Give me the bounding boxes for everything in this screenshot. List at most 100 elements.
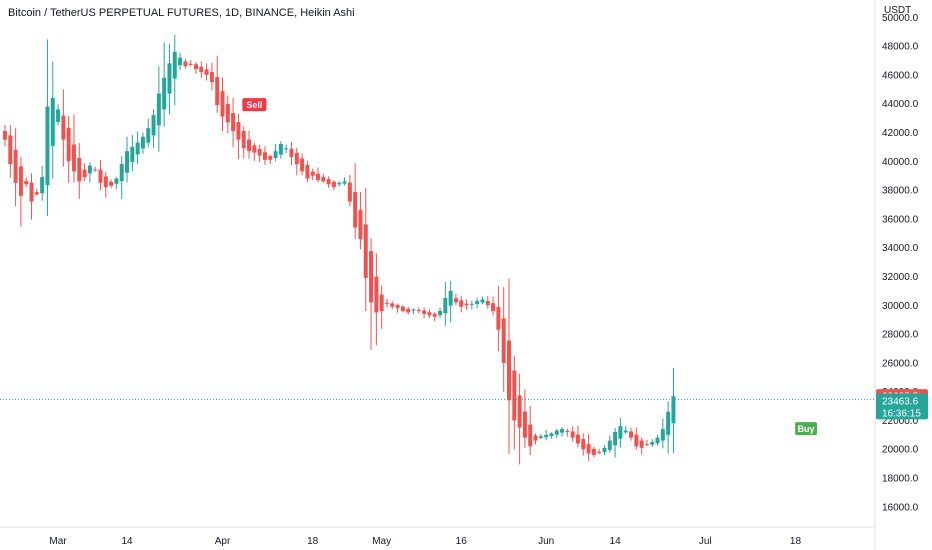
candle-body — [459, 300, 464, 307]
candle-body — [395, 305, 400, 309]
candle-body — [427, 312, 432, 316]
candle-body — [236, 122, 241, 140]
y-tick-label: 22000.0 — [882, 416, 919, 427]
candle-body — [644, 444, 649, 446]
candle-body — [400, 306, 405, 312]
signals: Sell Buy — [242, 98, 818, 436]
sell-signal-label: Sell — [246, 100, 262, 110]
candle-body — [305, 164, 310, 179]
candle-body — [528, 424, 533, 447]
candle-body — [225, 103, 230, 123]
candle-body — [406, 308, 411, 313]
candle-body — [188, 63, 193, 65]
candle-body — [517, 395, 522, 428]
candle-body — [34, 192, 39, 195]
current-price-label: 23463.6 — [882, 396, 919, 407]
x-tick-label: 14 — [121, 536, 133, 547]
candle-body — [602, 447, 607, 453]
candle-body — [501, 318, 506, 363]
candle-body — [50, 97, 55, 146]
candle-body — [432, 313, 437, 317]
candle-body — [294, 152, 299, 165]
candles — [3, 34, 676, 465]
x-tick-label: 14 — [610, 536, 622, 547]
candle-body — [183, 61, 188, 67]
x-tick-label: 18 — [790, 536, 802, 547]
candle-body — [71, 144, 76, 172]
y-tick-label: 46000.0 — [882, 70, 919, 81]
candle-body — [257, 149, 262, 156]
candle-body — [316, 173, 321, 180]
candle-body — [384, 302, 389, 304]
candle-body — [453, 298, 458, 303]
candle-body — [310, 171, 315, 176]
candle-body — [300, 158, 305, 172]
candle-body — [475, 300, 480, 305]
candle-body — [167, 63, 172, 94]
y-axis-unit-label: USDT — [884, 5, 911, 16]
candle-body — [77, 157, 82, 182]
candle-body — [618, 426, 623, 439]
candle-body — [199, 66, 204, 72]
y-tick-label: 28000.0 — [882, 330, 919, 341]
candle-body — [363, 224, 368, 278]
candle-body — [607, 440, 612, 450]
x-tick-label: Apr — [215, 536, 231, 547]
candle-body — [331, 181, 336, 188]
candle-body — [56, 109, 61, 122]
current-price-badge — [876, 393, 928, 420]
candle-body — [337, 182, 342, 185]
candle-body — [262, 152, 267, 160]
candle-body — [40, 177, 45, 194]
candle-body — [209, 72, 214, 83]
candle-body — [496, 307, 501, 330]
candle-body — [522, 411, 527, 438]
candle-body — [273, 151, 278, 158]
candle-body — [204, 69, 209, 75]
candle-body — [591, 448, 596, 456]
x-tick-label: Jun — [538, 536, 554, 547]
candle-body — [326, 179, 331, 185]
candle-body — [422, 310, 427, 314]
candle-body — [3, 131, 7, 140]
candle-body — [321, 176, 326, 182]
candle-body — [660, 429, 665, 441]
candle-body — [411, 309, 416, 311]
candle-body — [634, 434, 639, 447]
buy-signal-badge — [795, 422, 818, 436]
candle-body — [650, 442, 655, 445]
candle-body — [162, 77, 167, 110]
candle-body — [671, 396, 676, 424]
x-axis-ticks[interactable]: Mar 14 Apr 18 May 16 Jun 14 Jul 18 — [49, 536, 801, 547]
sell-signal-badge — [242, 98, 267, 112]
candle-body — [581, 439, 586, 450]
candle-body — [512, 370, 517, 421]
y-tick-label: 36000.0 — [882, 214, 919, 225]
candle-body — [554, 430, 559, 435]
candle-body — [18, 166, 23, 196]
candle-body — [639, 440, 644, 448]
chart-title: Bitcoin / TetherUS PERPETUAL FUTURES, 1D… — [8, 7, 355, 19]
candle-body — [98, 169, 103, 183]
candle-body — [93, 169, 98, 171]
candle-body — [390, 303, 395, 307]
candle-body — [623, 430, 628, 433]
candle-body — [241, 130, 246, 149]
candle-body — [613, 431, 618, 446]
candle-body — [125, 151, 130, 173]
candle-body — [220, 91, 225, 117]
candle-body — [629, 431, 634, 438]
y-tick-label: 38000.0 — [882, 186, 919, 197]
candle-body — [82, 169, 87, 178]
candle-body — [480, 299, 485, 303]
y-tick-label: 48000.0 — [882, 42, 919, 53]
candle-body — [130, 146, 135, 162]
candle-body — [575, 434, 580, 444]
candle-body — [655, 437, 660, 444]
y-tick-label: 30000.0 — [882, 301, 919, 312]
candle-body — [491, 303, 496, 312]
countdown-label: 16:36:15 — [882, 408, 921, 419]
candle-body — [172, 51, 177, 79]
candle-body — [358, 209, 363, 240]
